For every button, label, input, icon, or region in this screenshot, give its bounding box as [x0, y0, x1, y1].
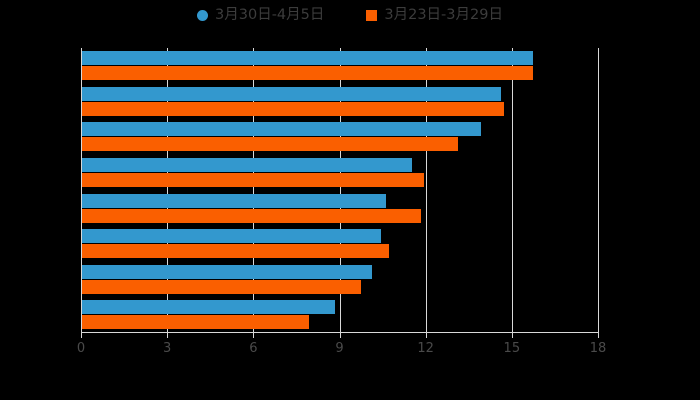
x-tick-mark [425, 333, 427, 338]
x-tick-mark [339, 333, 341, 338]
bar[interactable] [82, 172, 424, 187]
x-tick-mark [598, 333, 599, 338]
bar[interactable] [82, 66, 533, 80]
x-tick-label: 3 [163, 341, 172, 356]
legend-item[interactable]: 3月30日-4月5日 [197, 8, 324, 23]
y-axis-line [81, 48, 82, 333]
x-tick-label: 9 [335, 341, 344, 356]
bar[interactable] [82, 300, 335, 315]
bar[interactable] [82, 122, 482, 137]
x-gridline [425, 48, 427, 333]
bar-group: 法国 [82, 262, 598, 298]
x-tick-label: 18 [589, 341, 607, 356]
x-tick-mark [253, 333, 255, 338]
x-tick-mark [167, 333, 169, 338]
x-tick-label: 6 [249, 341, 258, 356]
bar[interactable] [82, 51, 533, 65]
plot-area: 0 3 6 9 12 15 18 其他英国美国中国韩国德国法国日本 [77, 48, 606, 355]
bar-group: 其他 [82, 48, 598, 84]
bar-group: 英国 [82, 84, 598, 120]
legend-label: 3月30日-4月5日 [215, 7, 325, 23]
bar-group: 韩国 [82, 191, 598, 227]
bar-group: 德国 [82, 226, 598, 262]
bar-group: 日本 [82, 297, 598, 333]
x-tick-label: 12 [417, 341, 434, 356]
bar[interactable] [82, 264, 373, 279]
legend-item[interactable]: 3月23日-3月29日 [366, 8, 503, 23]
x-gridline [598, 48, 599, 333]
bar[interactable] [82, 208, 421, 223]
x-gridline [339, 48, 341, 333]
chart-legend: 3月30日-4月5日 3月23日-3月29日 [0, 8, 700, 23]
bar[interactable] [82, 244, 390, 259]
bar[interactable] [82, 315, 309, 330]
legend-square-icon [366, 9, 378, 21]
bar[interactable] [82, 157, 413, 172]
bar[interactable] [82, 86, 502, 101]
x-gridline [511, 48, 513, 333]
x-gridline [167, 48, 169, 333]
bar[interactable] [82, 193, 387, 208]
x-gridline [253, 48, 255, 333]
x-tick-label: 15 [503, 341, 521, 356]
x-tick-mark [511, 333, 513, 338]
legend-circle-icon [197, 9, 209, 21]
bar[interactable] [82, 279, 361, 294]
bar-group: 美国 [82, 119, 598, 155]
legend-label: 3月23日-3月29日 [384, 7, 503, 23]
x-tick-label: 0 [76, 341, 86, 356]
bar[interactable] [82, 137, 459, 152]
x-tick-mark [81, 333, 82, 338]
bar-group: 中国 [82, 155, 598, 191]
bar[interactable] [82, 229, 381, 244]
bar[interactable] [82, 101, 505, 116]
